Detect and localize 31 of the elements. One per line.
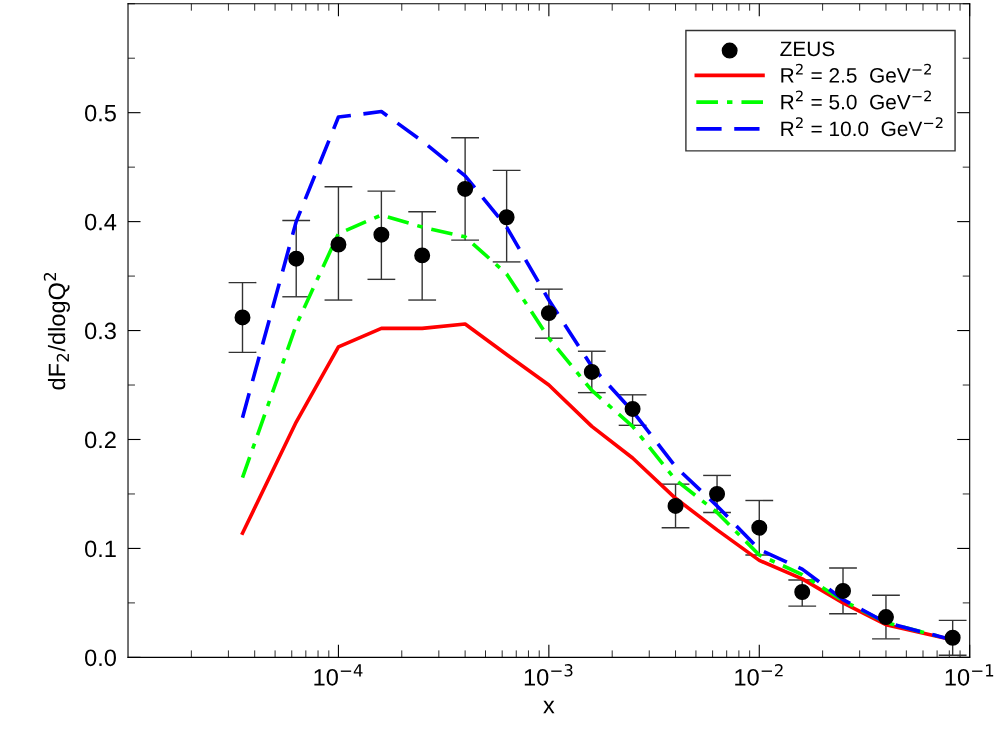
x-axis-title: x (543, 700, 555, 714)
x-tick-label: 10$^{−4}$ (314, 664, 363, 686)
y-tick-label: 0.0 (85, 649, 116, 667)
point (288, 250, 305, 267)
point (751, 519, 768, 536)
x-tick-label: 10$^{−2}$ (735, 664, 783, 686)
y-axis-title: dF$_{2}$/dlogQ$^{2}$ (43, 272, 70, 390)
point (330, 236, 347, 253)
point (624, 401, 641, 417)
point (373, 226, 390, 243)
point (877, 609, 894, 626)
point (709, 485, 726, 502)
y-tick-label: 0.3 (85, 322, 116, 340)
point (498, 209, 515, 226)
x-tick-label: 10$^{−3}$ (524, 664, 573, 686)
legend-label: R$^{2}$ = 2.5 GeV$^{−2}$ (781, 63, 931, 83)
y-tick-label: 0.1 (85, 540, 116, 558)
point (540, 305, 557, 322)
point (835, 582, 851, 599)
y-tick-label: 0.4 (85, 213, 117, 231)
point (667, 497, 684, 514)
point (794, 584, 811, 600)
legend-label: R$^{2}$ = 10.0 GeV$^{−2}$ (781, 117, 943, 137)
x-tick-label: 10$^{−1}$ (945, 664, 994, 686)
y-tick-label: 0.2 (85, 431, 116, 449)
point (414, 247, 431, 264)
legend-label: ZEUS (780, 41, 835, 57)
y-tick-label: 0.5 (85, 104, 116, 122)
legend-label: R$^{2}$ = 5.0 GeV$^{−2}$ (781, 90, 931, 110)
point (583, 363, 600, 380)
point (457, 180, 474, 197)
